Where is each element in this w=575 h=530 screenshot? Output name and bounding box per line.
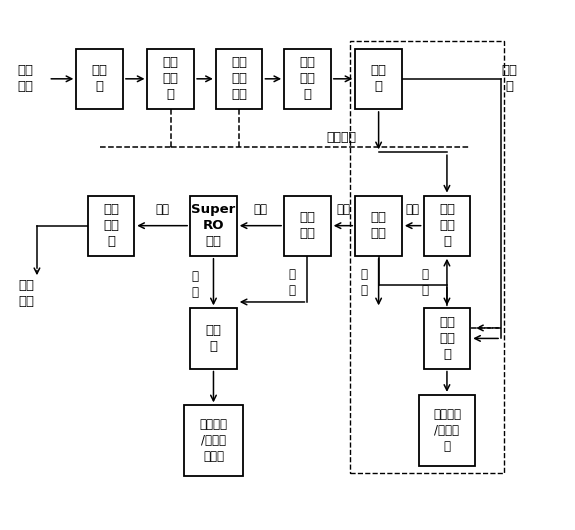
Text: 达标
排放: 达标 排放	[19, 279, 34, 308]
Bar	[190, 196, 237, 256]
Bar	[87, 196, 135, 256]
Text: 外运处理
/填埋处
理: 外运处理 /填埋处 理	[433, 408, 461, 453]
Text: 沉淀
罐: 沉淀 罐	[371, 64, 386, 93]
Bar	[355, 196, 402, 256]
Text: 外运处理
/蒸发结
晶填埋: 外运处理 /蒸发结 晶填埋	[200, 418, 228, 463]
Bar	[185, 405, 243, 476]
Text: 超滤
系统: 超滤 系统	[371, 211, 386, 240]
Bar	[284, 196, 331, 256]
Text: 浓
水: 浓 水	[361, 268, 368, 297]
Text: 油田
废水: 油田 废水	[18, 64, 33, 93]
Bar	[284, 49, 331, 109]
Text: 多介
质过
滤: 多介 质过 滤	[439, 203, 455, 248]
Text: 叠螺
机固
化: 叠螺 机固 化	[439, 316, 455, 361]
Text: 油类物质: 油类物质	[327, 131, 356, 144]
Text: 纳米
气浮
装置: 纳米 气浮 装置	[231, 56, 247, 101]
Text: 保安
过滤
器: 保安 过滤 器	[103, 203, 119, 248]
Text: 浓
水: 浓 水	[191, 270, 199, 299]
Bar	[350, 41, 504, 473]
Text: 产水: 产水	[155, 204, 169, 216]
Bar	[424, 308, 470, 368]
Text: 固形
物: 固形 物	[501, 64, 518, 93]
Bar	[419, 395, 474, 465]
Bar	[76, 49, 123, 109]
Text: 调节
池: 调节 池	[91, 64, 108, 93]
Bar	[216, 49, 262, 109]
Text: 浓
水: 浓 水	[288, 268, 295, 297]
Text: 纳滤
系统: 纳滤 系统	[300, 211, 316, 240]
Bar	[190, 308, 237, 368]
Text: 产水: 产水	[254, 204, 268, 216]
Bar	[147, 49, 194, 109]
Text: 产水: 产水	[336, 204, 350, 216]
Bar	[424, 196, 470, 256]
Text: 浓缩
池: 浓缩 池	[205, 324, 221, 353]
Text: 电化
学装
置: 电化 学装 置	[300, 56, 316, 101]
Text: 清
液: 清 液	[422, 268, 429, 297]
Text: Super
RO
系统: Super RO 系统	[191, 203, 236, 248]
Text: 产水: 产水	[406, 204, 420, 216]
Text: 斜板
隔油
池: 斜板 隔油 池	[163, 56, 179, 101]
Bar	[355, 49, 402, 109]
